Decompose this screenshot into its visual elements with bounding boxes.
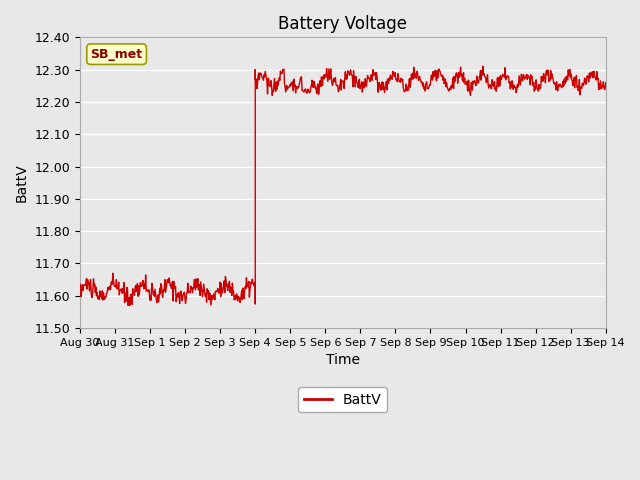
X-axis label: Time: Time (326, 353, 360, 367)
Text: SB_met: SB_met (90, 48, 143, 60)
Title: Battery Voltage: Battery Voltage (278, 15, 407, 33)
Legend: BattV: BattV (298, 387, 387, 412)
Y-axis label: BattV: BattV (15, 163, 29, 202)
